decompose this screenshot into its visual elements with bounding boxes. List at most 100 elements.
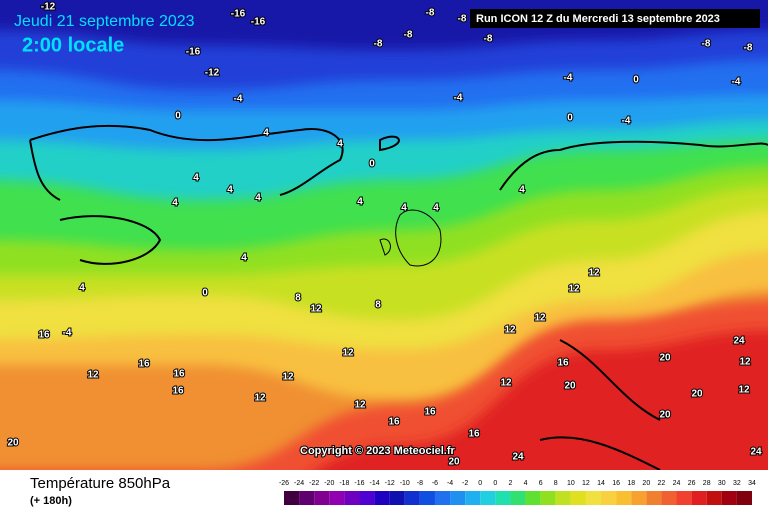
isotherm-label: -4 xyxy=(564,73,573,84)
scale-swatch xyxy=(374,491,390,505)
isotherm-label: -16 xyxy=(251,17,266,28)
scale-swatch xyxy=(359,491,375,505)
isotherm-label: -4 xyxy=(63,328,72,339)
isotherm-label: 12 xyxy=(500,378,512,389)
scale-swatch xyxy=(419,491,435,505)
isotherm-label: 12 xyxy=(342,348,354,359)
run-box xyxy=(470,9,760,28)
scale-label: -6 xyxy=(432,480,438,487)
scale-swatch xyxy=(585,491,602,505)
scale-swatch xyxy=(616,491,632,505)
scale-label: 24 xyxy=(673,480,681,487)
isotherm-label: 12 xyxy=(282,372,294,383)
scale-swatch xyxy=(691,491,707,505)
scale-swatch xyxy=(299,491,315,505)
isotherm-label: 4 xyxy=(433,203,439,214)
isotherm-label: -16 xyxy=(186,47,201,58)
isotherm-label: 16 xyxy=(38,330,50,341)
scale-label: 8 xyxy=(554,480,558,487)
isotherm-label: 0 xyxy=(633,75,639,86)
scale-swatch xyxy=(344,491,360,505)
isotherm-label: 4 xyxy=(227,185,233,196)
scale-swatch xyxy=(540,491,556,505)
date-title: Jeudi 21 septembre 2023 xyxy=(14,13,195,30)
isotherm-label: 16 xyxy=(468,429,480,440)
isotherm-label: 16 xyxy=(172,386,184,397)
isotherm-label: 20 xyxy=(564,381,576,392)
isotherm-label: 0 xyxy=(369,159,375,170)
isotherm-label: 0 xyxy=(175,111,181,122)
scale-swatch xyxy=(389,491,405,505)
isotherm-label: 4 xyxy=(255,193,261,204)
scale-swatch xyxy=(570,491,586,505)
isotherm-label: 8 xyxy=(295,293,301,304)
isotherm-label: -8 xyxy=(426,8,435,19)
band xyxy=(317,330,768,470)
scale-label: 6 xyxy=(539,480,543,487)
isotherm-label: 16 xyxy=(173,369,185,380)
scale-swatch xyxy=(495,491,511,505)
isotherm-label: -8 xyxy=(744,43,753,54)
isotherm-label: 24 xyxy=(750,447,762,458)
isotherm-label: 4 xyxy=(172,198,178,209)
isotherm-label: 20 xyxy=(7,438,19,449)
scale-swatch xyxy=(465,491,481,505)
isotherm-label: 16 xyxy=(557,358,569,369)
scale-label: 0 xyxy=(493,480,497,487)
isotherm-label: -8 xyxy=(458,14,467,25)
footer-lead: (+ 180h) xyxy=(30,495,72,507)
isotherm-label: -4 xyxy=(732,77,741,88)
scale-label: -12 xyxy=(385,480,395,487)
isotherm-label: -4 xyxy=(454,93,463,104)
coastline xyxy=(29,124,768,201)
coastline xyxy=(59,215,661,470)
scale-label: -16 xyxy=(354,480,364,487)
isotherm-label: 0 xyxy=(202,288,208,299)
scale-label: 28 xyxy=(703,480,711,487)
isotherm-label: 12 xyxy=(568,284,580,295)
isotherm-label: 4 xyxy=(241,253,247,264)
scale-label: -2 xyxy=(462,480,468,487)
scale-label: -10 xyxy=(400,480,410,487)
isotherm-label: 24 xyxy=(512,452,524,463)
isotherm-label: -4 xyxy=(622,116,631,127)
scale-label: -18 xyxy=(339,480,349,487)
scale-label: 4 xyxy=(524,480,528,487)
scale-label: 0 xyxy=(478,480,482,487)
isotherm-label: -8 xyxy=(404,30,413,41)
scale-swatch xyxy=(721,491,737,505)
isotherm-label: 4 xyxy=(193,173,199,184)
scale-label: -24 xyxy=(294,480,304,487)
isotherm-label: 8 xyxy=(375,300,381,311)
scale-label: 10 xyxy=(567,480,575,487)
copyright: Copyright © 2023 Meteociel.fr xyxy=(300,445,456,457)
isotherm-label: 4 xyxy=(263,128,269,139)
scale-label: 30 xyxy=(718,480,726,487)
isotherm-label: 12 xyxy=(738,385,750,396)
isotherm-label: 16 xyxy=(388,417,400,428)
scale-swatch xyxy=(706,491,722,505)
scale-label: -14 xyxy=(370,480,380,487)
isotherm-label: -12 xyxy=(41,2,56,13)
scale-swatch xyxy=(631,491,647,505)
scale-swatch xyxy=(480,491,496,505)
isotherm-label: 20 xyxy=(691,389,703,400)
scale-label: -22 xyxy=(309,480,319,487)
isotherm-label: 24 xyxy=(733,336,745,347)
scale-swatch xyxy=(525,491,541,505)
scale-swatch xyxy=(434,491,451,505)
scale-label: 12 xyxy=(582,480,590,487)
isotherm-label: -8 xyxy=(702,39,711,50)
isotherm-label: 12 xyxy=(87,370,99,381)
footer-title: Température 850hPa xyxy=(30,475,171,492)
scale-swatch xyxy=(676,491,692,505)
isotherm-label: 20 xyxy=(659,353,671,364)
isotherm-label: 4 xyxy=(79,283,85,294)
scale-label: 32 xyxy=(733,480,741,487)
scale-swatch xyxy=(646,491,662,505)
coastline xyxy=(379,209,442,267)
run-info: Run ICON 12 Z du Mercredi 13 septembre 2… xyxy=(476,13,720,25)
isotherm-label: 4 xyxy=(401,203,407,214)
